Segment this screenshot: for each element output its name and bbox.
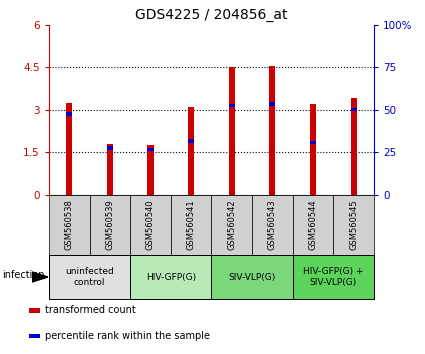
Text: SIV-VLP(G): SIV-VLP(G): [229, 273, 276, 281]
Bar: [29, 308, 40, 313]
Bar: [269, 66, 275, 195]
Bar: [229, 67, 235, 195]
Polygon shape: [32, 272, 48, 282]
Text: infection: infection: [2, 270, 45, 280]
Bar: [49, 255, 130, 299]
Bar: [107, 146, 113, 150]
Bar: [293, 255, 374, 299]
Bar: [66, 103, 72, 195]
Text: GSM560544: GSM560544: [309, 199, 317, 250]
Text: HIV-GFP(G) +
SIV-VLP(G): HIV-GFP(G) + SIV-VLP(G): [303, 267, 364, 287]
Bar: [310, 141, 316, 144]
Bar: [130, 255, 211, 299]
Bar: [310, 104, 316, 195]
Text: GSM560541: GSM560541: [187, 199, 196, 250]
Bar: [211, 255, 293, 299]
Text: transformed count: transformed count: [45, 305, 136, 315]
Bar: [351, 98, 357, 195]
Bar: [333, 195, 374, 255]
Bar: [130, 195, 171, 255]
Text: uninfected
control: uninfected control: [65, 267, 114, 287]
Text: HIV-GFP(G): HIV-GFP(G): [146, 273, 196, 281]
Bar: [171, 195, 211, 255]
Bar: [147, 148, 153, 151]
Bar: [90, 195, 130, 255]
Text: GSM560540: GSM560540: [146, 199, 155, 250]
Bar: [211, 195, 252, 255]
Bar: [188, 107, 194, 195]
Text: GSM560545: GSM560545: [349, 199, 358, 250]
Text: percentile rank within the sample: percentile rank within the sample: [45, 331, 210, 341]
Title: GDS4225 / 204856_at: GDS4225 / 204856_at: [135, 8, 288, 22]
Text: GSM560539: GSM560539: [105, 199, 114, 250]
Text: GSM560543: GSM560543: [268, 199, 277, 250]
Bar: [107, 144, 113, 195]
Text: GSM560542: GSM560542: [227, 199, 236, 250]
Bar: [293, 195, 333, 255]
Bar: [269, 102, 275, 106]
Bar: [147, 145, 153, 195]
Bar: [188, 139, 194, 143]
Bar: [29, 333, 40, 338]
Bar: [229, 104, 235, 107]
Text: GSM560538: GSM560538: [65, 199, 74, 250]
Bar: [66, 112, 72, 116]
Bar: [49, 195, 90, 255]
Bar: [252, 195, 293, 255]
Bar: [351, 108, 357, 112]
